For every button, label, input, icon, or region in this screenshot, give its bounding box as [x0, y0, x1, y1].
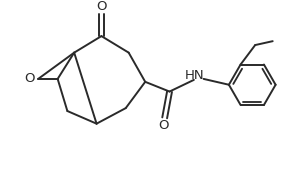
Text: O: O	[24, 72, 35, 85]
Text: O: O	[159, 119, 169, 132]
Text: HN: HN	[185, 70, 205, 82]
Text: O: O	[96, 0, 107, 13]
